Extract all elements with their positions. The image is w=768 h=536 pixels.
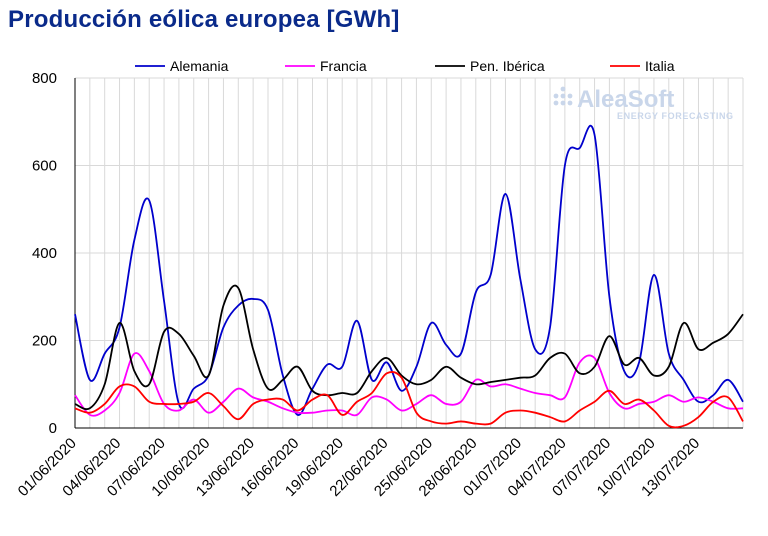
series-line-pen-iberica (74, 284, 744, 411)
aleasoft-logo: AleaSoft ENERGY FORECASTING (553, 86, 734, 121)
logo-dots-icon (553, 86, 573, 106)
series-lines (74, 125, 744, 429)
series-line-italia (74, 370, 744, 429)
y-tick-label: 600 (32, 158, 57, 175)
y-tick-label: 800 (32, 70, 57, 87)
y-tick-label: 200 (32, 333, 57, 350)
series-line-francia (74, 352, 744, 417)
legend-label-italia: Italia (645, 58, 675, 74)
chart-title: Producción eólica europea [GWh] (8, 6, 400, 33)
y-tick-labels: 0 200 400 600 800 (32, 70, 57, 437)
axes (74, 78, 743, 429)
legend-label-alemania: Alemania (170, 58, 229, 74)
logo-text: AleaSoft (577, 86, 674, 113)
y-tick-label: 0 (49, 420, 57, 437)
y-tick-label: 400 (32, 245, 57, 262)
legend: Alemania Francia Pen. Ibérica Italia (135, 58, 675, 74)
grid (74, 77, 744, 429)
legend-label-francia: Francia (320, 58, 367, 74)
logo-subtext: ENERGY FORECASTING (617, 111, 734, 121)
legend-label-pen-iberica: Pen. Ibérica (470, 58, 545, 74)
x-tick-labels: 01/06/202004/06/202007/06/202010/06/2020… (15, 435, 704, 500)
series-line-alemania (74, 125, 744, 416)
